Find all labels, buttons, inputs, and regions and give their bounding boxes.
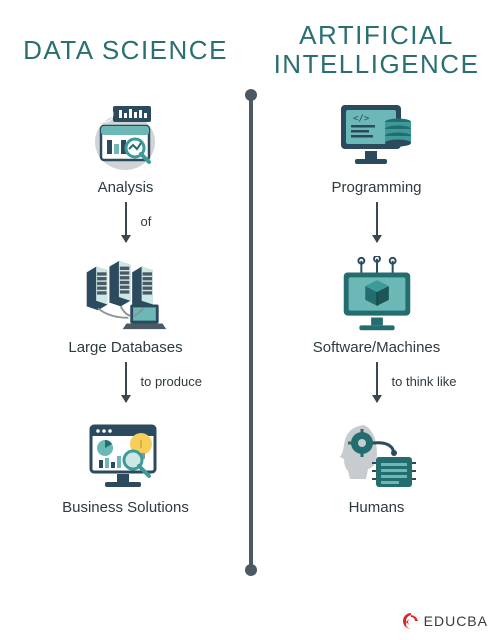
educba-logo-icon xyxy=(402,612,420,630)
node-label: Analysis xyxy=(98,179,154,196)
node-label: Business Solutions xyxy=(62,499,189,516)
arrow-1-right xyxy=(376,202,378,254)
arrow-label: to produce xyxy=(141,374,202,389)
arrow-label: to think like xyxy=(392,374,457,389)
comparison-container: DATA SCIENCE xyxy=(0,0,502,640)
node-business: Business Solutions xyxy=(62,418,189,516)
arrow-label: of xyxy=(141,214,152,229)
cube-monitor-icon xyxy=(332,258,422,333)
right-column: ARTIFICIAL INTELLIGENCE </> xyxy=(251,0,502,640)
brand-name: EDUCBA xyxy=(424,613,488,629)
node-humans: Humans xyxy=(332,418,422,516)
arrow-1-left: of xyxy=(125,202,127,254)
node-label: Software/Machines xyxy=(313,339,441,356)
node-software: Software/Machines xyxy=(313,258,441,356)
svg-text:</>: </> xyxy=(353,114,370,124)
arrow-2-right: to think like xyxy=(376,362,378,414)
server-racks-icon xyxy=(81,258,171,333)
node-databases: Large Databases xyxy=(68,258,182,356)
node-label: Humans xyxy=(349,499,405,516)
node-analysis: Analysis xyxy=(81,98,171,196)
center-divider xyxy=(249,95,253,570)
left-heading: DATA SCIENCE xyxy=(23,20,228,80)
arrow-2-left: to produce xyxy=(125,362,127,414)
brand-footer: EDUCBA xyxy=(402,612,488,630)
node-label: Programming xyxy=(331,179,421,196)
node-label: Large Databases xyxy=(68,339,182,356)
right-heading: ARTIFICIAL INTELLIGENCE xyxy=(261,20,492,80)
human-head-icon xyxy=(332,418,422,493)
analysis-dashboard-icon xyxy=(81,98,171,173)
programming-monitor-icon: </> xyxy=(332,98,422,173)
left-column: DATA SCIENCE xyxy=(0,0,251,640)
node-programming: </> Programming xyxy=(331,98,421,196)
business-chart-icon xyxy=(81,418,171,493)
